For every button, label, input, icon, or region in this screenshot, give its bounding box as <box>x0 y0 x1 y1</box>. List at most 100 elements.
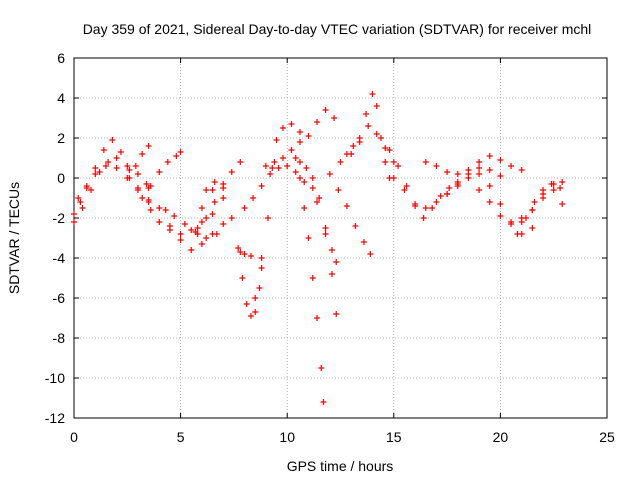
data-point-s11 <box>247 313 254 319</box>
data-point-s26 <box>508 219 515 225</box>
data-point-s23 <box>497 173 504 179</box>
data-point-s17 <box>296 159 303 165</box>
data-point-s19 <box>343 203 350 209</box>
data-point-s20 <box>350 143 357 149</box>
data-point-s8 <box>181 221 188 227</box>
data-point-s14 <box>288 121 295 127</box>
data-point-s3 <box>145 197 152 203</box>
data-point-s2 <box>143 181 150 187</box>
data-point-s5 <box>220 221 227 227</box>
y-tick-label: 4 <box>57 90 65 106</box>
y-tick-label: -6 <box>53 290 66 306</box>
data-point-s10 <box>211 179 218 185</box>
x-tick-label: 0 <box>70 429 78 445</box>
data-point-s9 <box>211 199 218 205</box>
data-point-s22 <box>437 193 444 199</box>
data-point-s20 <box>363 111 370 117</box>
data-point-s26 <box>497 213 504 219</box>
data-point-s3 <box>83 183 90 189</box>
data-point-s25 <box>465 175 472 181</box>
data-point-s26 <box>476 187 483 193</box>
data-point-s19 <box>335 187 342 193</box>
data-point-s3 <box>134 185 141 191</box>
y-tick-label: -4 <box>53 250 66 266</box>
data-point-s2 <box>88 187 95 193</box>
data-point-s6 <box>209 211 216 217</box>
data-point-s11 <box>258 255 265 261</box>
data-point-s15 <box>296 139 303 145</box>
data-point-s11 <box>209 187 216 193</box>
data-point-s13 <box>250 195 257 201</box>
data-point-s22 <box>420 215 427 221</box>
data-point-s13 <box>241 205 248 211</box>
data-point-s13 <box>301 179 308 185</box>
data-point-s21 <box>356 139 363 145</box>
data-point-s1 <box>109 137 116 143</box>
data-point-s6 <box>156 219 163 225</box>
data-point-s15 <box>288 147 295 153</box>
data-point-s10 <box>194 225 201 231</box>
data-point-s27 <box>557 185 564 191</box>
data-point-s14 <box>279 125 286 131</box>
data-point-s14 <box>265 215 272 221</box>
data-point-s2 <box>105 159 112 165</box>
data-point-s2 <box>79 205 86 211</box>
data-point-s3 <box>92 171 99 177</box>
data-point-s20 <box>373 103 380 109</box>
data-point-s11 <box>220 195 227 201</box>
data-point-s20 <box>382 159 389 165</box>
data-point-s6 <box>139 195 146 201</box>
data-point-s16 <box>292 155 299 161</box>
data-point-s3 <box>102 163 109 169</box>
data-point-s25 <box>476 171 483 177</box>
y-axis-label: SDTVAR / TECUs <box>6 182 22 294</box>
data-point-s8 <box>203 235 210 241</box>
data-point-s11 <box>256 285 263 291</box>
data-point-s23 <box>412 201 419 207</box>
data-point-s6 <box>147 207 154 213</box>
data-point-s17 <box>322 231 329 237</box>
data-point-s11 <box>252 309 259 315</box>
data-point-s24 <box>518 167 525 173</box>
x-tick-label: 20 <box>493 429 509 445</box>
data-point-s5 <box>177 237 184 243</box>
data-point-s25 <box>444 191 451 197</box>
data-point-s17 <box>316 195 323 201</box>
data-point-s28 <box>559 201 566 207</box>
x-tick-label: 25 <box>599 429 615 445</box>
data-point-s16 <box>318 365 325 371</box>
data-point-s15 <box>314 119 321 125</box>
data-point-s18 <box>314 199 321 205</box>
data-point-s15 <box>279 155 286 161</box>
data-point-s4 <box>132 163 139 169</box>
data-point-s14 <box>296 129 303 135</box>
data-point-s7 <box>177 149 184 155</box>
data-point-s24 <box>508 163 515 169</box>
y-tick-label: 6 <box>57 50 65 66</box>
data-point-s16 <box>296 175 303 181</box>
data-point-s17 <box>303 165 310 171</box>
data-point-s8 <box>171 213 178 219</box>
data-point-s1 <box>117 149 124 155</box>
data-point-s11 <box>228 215 235 221</box>
data-point-s21 <box>373 131 380 137</box>
data-point-s13 <box>258 183 265 189</box>
data-point-s27 <box>522 215 529 221</box>
y-tick-label: -2 <box>53 210 66 226</box>
data-point-s22 <box>403 183 410 189</box>
data-point-s5 <box>188 247 195 253</box>
data-point-s15 <box>262 163 269 169</box>
data-point-s8 <box>162 207 169 213</box>
data-point-s5 <box>198 241 205 247</box>
data-point-s28 <box>529 207 536 213</box>
x-tick-label: 5 <box>177 429 185 445</box>
data-point-s1 <box>126 167 133 173</box>
data-point-s10 <box>198 205 205 211</box>
data-point-s16 <box>305 235 312 241</box>
data-point-s24 <box>486 153 493 159</box>
data-point-s18 <box>328 247 335 253</box>
data-point-s27 <box>548 181 555 187</box>
data-point-s16 <box>309 275 316 281</box>
